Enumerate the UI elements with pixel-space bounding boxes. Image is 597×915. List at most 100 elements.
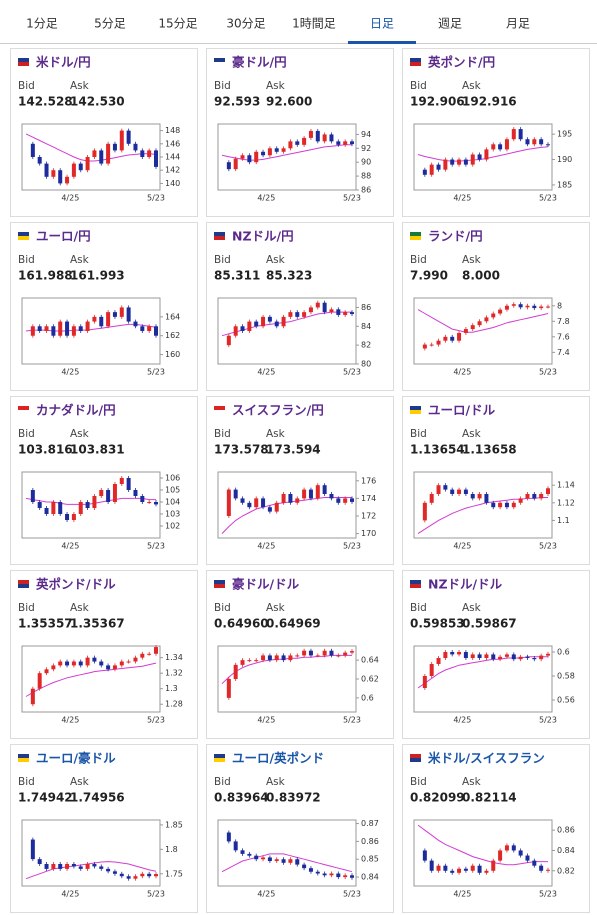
x-tick-label: 5/23 bbox=[539, 194, 557, 203]
candle bbox=[504, 654, 509, 657]
ask-label: Ask bbox=[462, 776, 482, 788]
candle bbox=[126, 876, 131, 879]
tab[interactable]: 1時間足 bbox=[292, 17, 336, 31]
candle bbox=[457, 332, 462, 341]
candle bbox=[302, 489, 307, 499]
candle bbox=[37, 673, 42, 689]
tab[interactable]: 週足 bbox=[438, 17, 462, 31]
candle bbox=[71, 864, 76, 867]
pair-title[interactable]: 英ポンド/ドル bbox=[36, 577, 116, 592]
pair-title[interactable]: ユーロ/豪ドル bbox=[36, 751, 116, 766]
bid-label: Bid bbox=[410, 428, 427, 440]
y-tick-label: 1.34 bbox=[165, 653, 183, 662]
candle bbox=[532, 860, 537, 866]
bid-label: Bid bbox=[214, 80, 231, 92]
candle bbox=[463, 489, 468, 494]
candle bbox=[226, 679, 231, 698]
candle bbox=[295, 312, 300, 317]
pair-title[interactable]: カナダドル/円 bbox=[36, 403, 116, 418]
x-tick-label: 4/25 bbox=[453, 542, 471, 551]
y-tick-label: 1.85 bbox=[165, 820, 183, 829]
candle bbox=[288, 655, 293, 661]
tab[interactable]: 月足 bbox=[506, 17, 530, 31]
candle bbox=[525, 139, 530, 145]
x-tick-label: 4/25 bbox=[453, 890, 471, 899]
candle bbox=[532, 658, 537, 660]
candle bbox=[308, 130, 313, 138]
candle bbox=[37, 859, 42, 864]
tab[interactable]: 15分足 bbox=[158, 17, 197, 31]
ask-label: Ask bbox=[462, 602, 482, 614]
candle bbox=[51, 864, 56, 869]
candle bbox=[343, 652, 348, 656]
candle bbox=[477, 654, 482, 658]
candle bbox=[498, 502, 503, 508]
tab[interactable]: 5分足 bbox=[94, 17, 126, 31]
candle bbox=[106, 665, 111, 670]
tab[interactable]: 30分足 bbox=[226, 17, 265, 31]
candle bbox=[322, 650, 327, 656]
pair-title[interactable]: 豪ドル/ドル bbox=[232, 577, 300, 592]
candle bbox=[112, 665, 117, 670]
candle bbox=[119, 661, 124, 666]
candle bbox=[302, 312, 307, 317]
bid-value: 92.593 bbox=[214, 95, 260, 109]
y-tick-label: 142 bbox=[165, 166, 180, 175]
bid-value: 0.83964 bbox=[214, 791, 269, 805]
pair-title[interactable]: ユーロ/ドル bbox=[428, 403, 496, 418]
candle bbox=[226, 832, 231, 842]
candle bbox=[302, 650, 307, 656]
candle bbox=[240, 660, 245, 665]
candle bbox=[65, 321, 70, 336]
moving-average bbox=[25, 861, 157, 880]
y-tick-label: 172 bbox=[361, 512, 376, 521]
candle bbox=[261, 655, 266, 661]
tab[interactable]: 日足 bbox=[370, 17, 394, 31]
candle bbox=[154, 874, 158, 877]
flag bbox=[214, 758, 225, 762]
bid-value: 1.74942 bbox=[18, 791, 73, 805]
x-tick-label: 4/25 bbox=[453, 716, 471, 725]
tab[interactable]: 1分足 bbox=[26, 17, 58, 31]
candle bbox=[99, 490, 104, 496]
candle bbox=[450, 870, 455, 873]
candle bbox=[267, 507, 272, 512]
candle bbox=[85, 657, 90, 666]
ask-value: 103.831 bbox=[70, 443, 125, 457]
y-tick-label: 144 bbox=[165, 153, 180, 162]
candle bbox=[133, 657, 138, 662]
candle bbox=[532, 494, 537, 499]
x-tick-label: 5/23 bbox=[343, 716, 361, 725]
pair-title[interactable]: スイスフラン/円 bbox=[232, 403, 324, 418]
bid-label: Bid bbox=[214, 602, 231, 614]
pair-title[interactable]: 米ドル/スイスフラン bbox=[427, 751, 545, 766]
candle bbox=[315, 871, 320, 874]
pair-title[interactable]: ユーロ/円 bbox=[36, 229, 91, 244]
flag bbox=[410, 758, 421, 762]
pair-title[interactable]: ランド/円 bbox=[428, 229, 483, 244]
candle bbox=[429, 664, 434, 676]
ask-value: 1.35367 bbox=[70, 617, 125, 631]
pair-title[interactable]: ユーロ/英ポンド bbox=[232, 751, 324, 766]
pair-title[interactable]: NZドル/ドル bbox=[428, 577, 503, 592]
candle bbox=[546, 488, 550, 494]
candle bbox=[58, 321, 63, 336]
candle bbox=[126, 307, 131, 322]
candle bbox=[112, 312, 117, 317]
pair-title[interactable]: 豪ドル/円 bbox=[232, 55, 287, 70]
y-tick-label: 162 bbox=[165, 331, 180, 340]
pair-title[interactable]: 英ポンド/円 bbox=[428, 55, 495, 70]
moving-average bbox=[417, 824, 548, 866]
candle bbox=[267, 316, 272, 322]
candle bbox=[240, 155, 245, 159]
candle bbox=[463, 652, 468, 658]
candle bbox=[44, 508, 49, 514]
candle bbox=[112, 484, 117, 502]
x-tick-label: 5/23 bbox=[539, 890, 557, 899]
candle bbox=[504, 305, 509, 310]
candle bbox=[477, 494, 482, 499]
pair-title[interactable]: NZドル/円 bbox=[232, 229, 294, 244]
candle bbox=[539, 494, 544, 499]
pair-title[interactable]: 米ドル/円 bbox=[35, 55, 91, 70]
candle bbox=[498, 309, 503, 314]
